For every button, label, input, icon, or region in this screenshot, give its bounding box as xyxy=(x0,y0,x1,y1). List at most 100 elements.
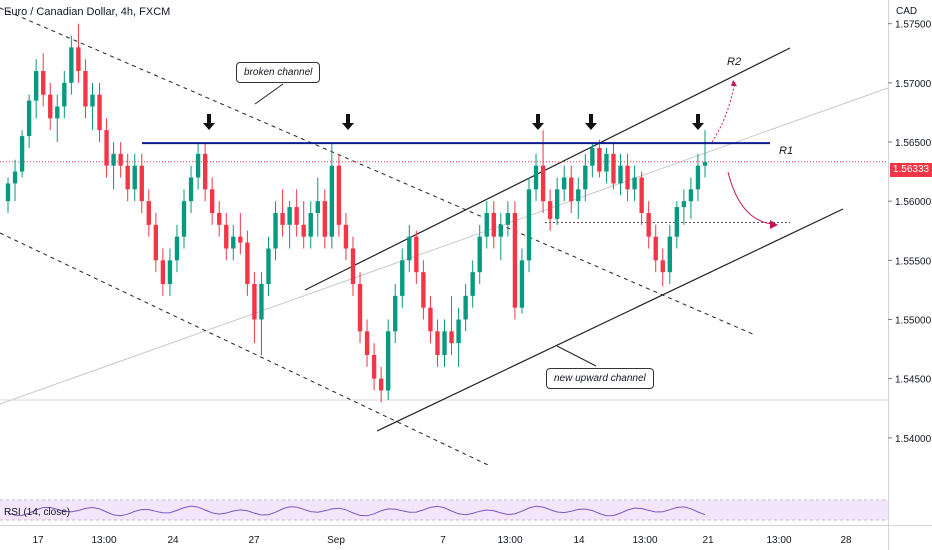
candle-body xyxy=(111,153,116,166)
candle-body xyxy=(688,189,694,202)
down-arrow-icon xyxy=(203,114,215,130)
candle-body xyxy=(583,165,588,190)
candle-body xyxy=(674,207,680,237)
candle-body xyxy=(646,213,651,237)
candle-body xyxy=(681,201,687,208)
candle-body xyxy=(526,189,532,261)
candle-body xyxy=(139,165,144,202)
candle-body xyxy=(195,153,201,178)
candle-body xyxy=(167,260,173,284)
time-tick-label: 13:00 xyxy=(766,535,791,546)
candle-body xyxy=(357,284,363,332)
candle-body xyxy=(48,94,53,119)
candle-body xyxy=(301,224,306,237)
candle-body xyxy=(308,213,313,237)
candle-body xyxy=(456,319,461,344)
candle-body xyxy=(287,207,292,225)
candle-body xyxy=(400,260,405,296)
broken-channel-lower-line xyxy=(0,232,489,466)
price-tick-label: 1.54000 xyxy=(895,434,932,445)
candle-body xyxy=(562,177,567,190)
price-tick-label: 1.54500 xyxy=(895,375,932,386)
time-tick-label: 17 xyxy=(32,535,44,546)
candle-body xyxy=(378,378,384,391)
candle-body xyxy=(146,201,151,225)
candle-body xyxy=(90,94,95,107)
candle-body xyxy=(428,307,433,332)
time-tick-label: 13:00 xyxy=(632,535,657,546)
r1-label: R1 xyxy=(779,145,794,157)
candle-body xyxy=(273,213,278,249)
candle-body xyxy=(407,236,412,261)
projection-down-path xyxy=(727,171,773,225)
upward-channel-lower-line xyxy=(376,208,844,432)
candle-body xyxy=(463,295,468,320)
down-arrow-icon xyxy=(532,114,544,130)
candle-body xyxy=(343,224,349,249)
upward-channel-upper-line xyxy=(304,47,791,291)
candle-body xyxy=(540,165,546,202)
candle-body xyxy=(547,201,553,219)
candle-body xyxy=(590,147,595,166)
time-tick-label: 13:00 xyxy=(91,535,116,546)
callout-new-upward-channel[interactable]: new upward channel xyxy=(546,368,654,389)
symbol-header: Euro / Canadian Dollar, 4h, FXCM xyxy=(4,6,171,18)
down-arrow-icon xyxy=(342,114,354,130)
rsi-band xyxy=(0,500,888,520)
time-tick-label: 27 xyxy=(248,535,260,546)
down-arrow-icon xyxy=(585,114,597,130)
candle-body xyxy=(442,331,447,355)
candle-body xyxy=(632,177,637,190)
candle-body xyxy=(33,71,39,101)
candle-body xyxy=(477,236,482,273)
candle-body xyxy=(604,153,609,172)
candle-body xyxy=(104,130,109,166)
candle-body xyxy=(491,213,496,237)
current-price-tag: 1.56333 xyxy=(890,163,932,177)
down-arrow-icon xyxy=(692,114,704,130)
candle-body xyxy=(153,224,159,261)
candle-body xyxy=(618,165,623,184)
candle-body xyxy=(385,331,391,391)
broken-channel-upper-line xyxy=(0,7,756,336)
projection-up-arrowhead xyxy=(731,80,737,86)
candle-body xyxy=(245,242,250,284)
candle-body xyxy=(19,136,25,172)
price-tick-label: 1.56000 xyxy=(895,197,932,208)
candle-body xyxy=(569,177,574,202)
candle-body xyxy=(55,106,60,119)
candle-body xyxy=(505,213,511,225)
candle-body xyxy=(315,201,320,213)
candle-body xyxy=(702,162,708,166)
callout-broken-channel[interactable]: broken channel xyxy=(236,62,321,83)
rsi-line xyxy=(7,505,706,517)
trend-regression-line xyxy=(0,87,889,405)
broken-channel-pointer xyxy=(254,83,284,105)
price-tick-label: 1.55500 xyxy=(895,256,932,267)
candle-body xyxy=(435,331,440,355)
candle-body xyxy=(336,165,342,225)
time-tick-label: Sep xyxy=(327,535,345,546)
candle-body xyxy=(512,213,518,308)
candle-body xyxy=(118,153,123,166)
price-tick-label: 1.56500 xyxy=(895,138,932,149)
candle-body xyxy=(639,177,644,213)
candle-body xyxy=(414,236,419,273)
candle-body xyxy=(653,236,658,261)
candle-body xyxy=(188,177,194,202)
candle-body xyxy=(41,71,46,95)
candle-body xyxy=(83,71,88,107)
time-tick-label: 24 xyxy=(167,535,179,546)
candle-body xyxy=(266,248,271,284)
candle-body xyxy=(209,189,215,213)
candle-body xyxy=(371,355,377,379)
projection-up-path xyxy=(711,81,736,143)
time-tick-label: 13:00 xyxy=(497,535,522,546)
candle-body xyxy=(421,272,426,308)
candle-body xyxy=(280,213,285,225)
upward-channel-pointer xyxy=(556,345,597,367)
candle-body xyxy=(484,213,489,237)
